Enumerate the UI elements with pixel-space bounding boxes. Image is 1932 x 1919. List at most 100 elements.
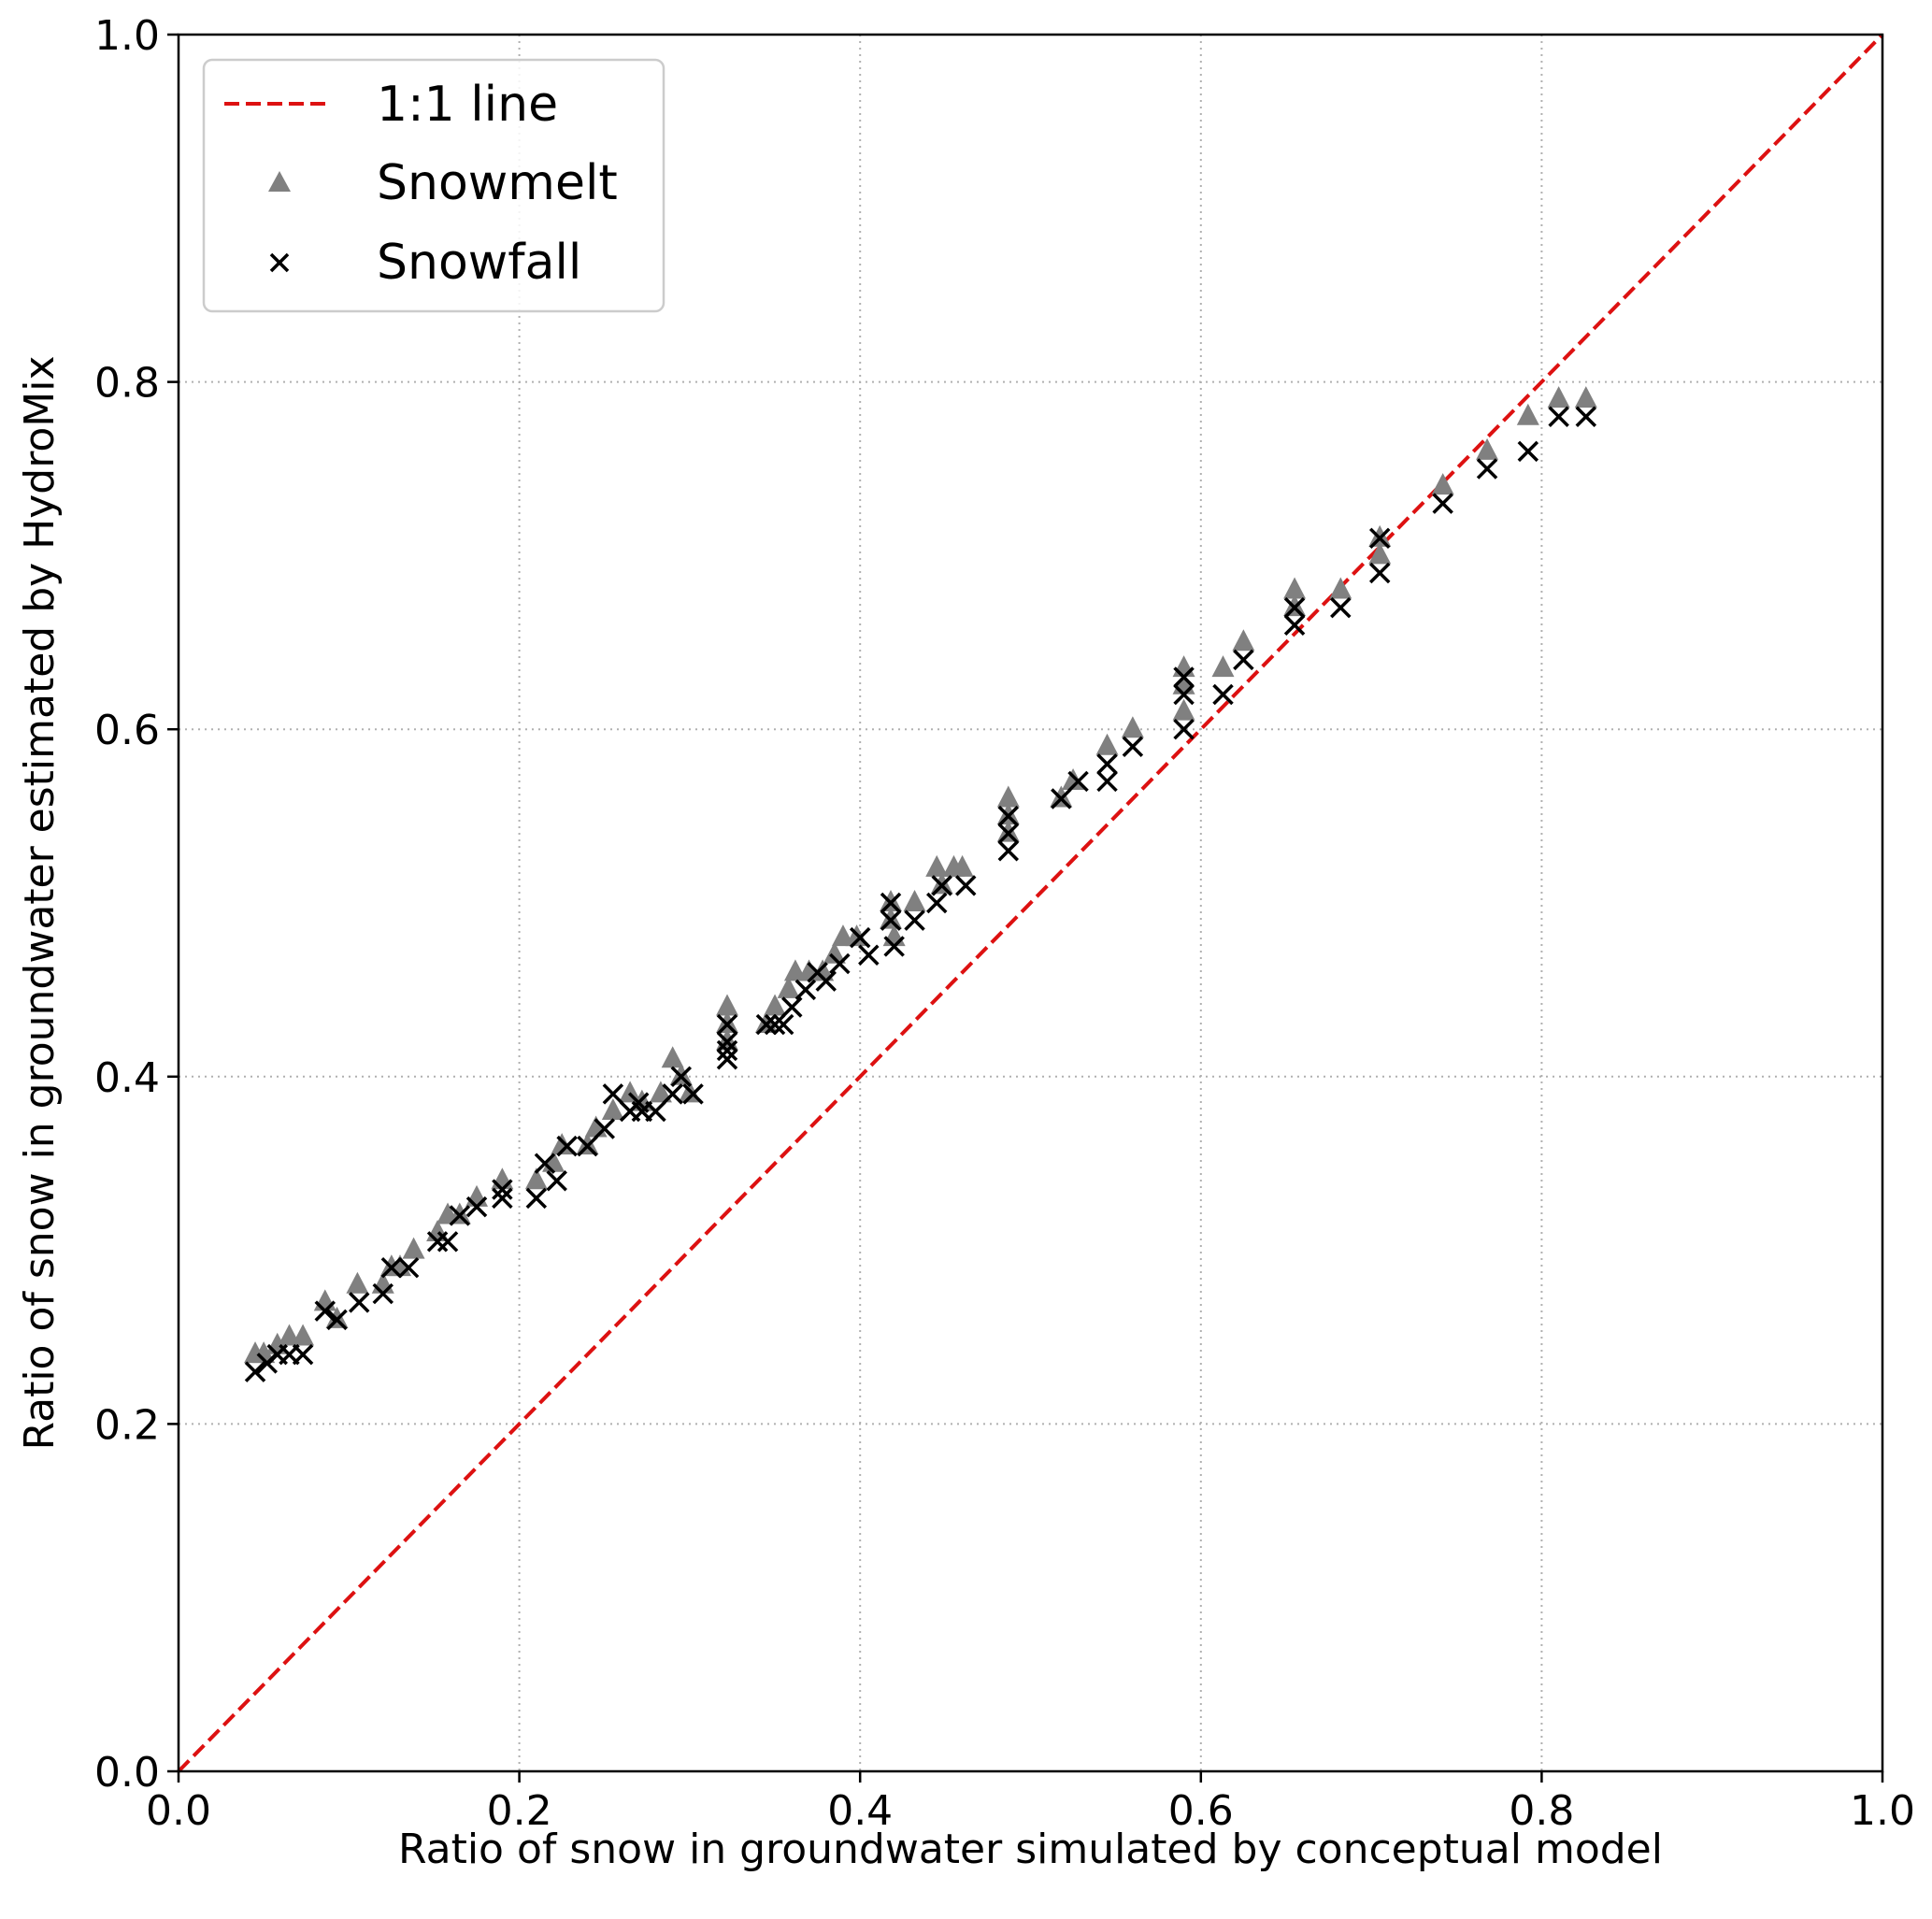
snowfall-point (925, 892, 948, 914)
snowfall-point (1233, 649, 1254, 671)
snowfall-point-stroke (880, 892, 902, 914)
snowmelt-point (1574, 386, 1597, 408)
snowfall-point-stroke (815, 970, 837, 992)
snowfall-point (682, 1083, 704, 1105)
snowfall-point-stroke (465, 1196, 488, 1218)
reference-line-group (177, 33, 1884, 1773)
snowfall-point (1432, 493, 1453, 514)
legend: 1:1 line Snowmelt Snowfall (202, 58, 665, 313)
snowfall-point (465, 1196, 488, 1218)
snowfall-point (397, 1256, 420, 1279)
snowfall-point (449, 1205, 471, 1226)
snowfall-point (997, 823, 1020, 844)
snowmelt-point (930, 872, 953, 895)
snowfall-point (244, 1361, 266, 1382)
snowfall-point (380, 1256, 403, 1279)
snowfall-point-stroke (314, 1300, 336, 1322)
snowmelt-point (1050, 785, 1073, 808)
snowfall-point-stroke (627, 1092, 650, 1113)
snowfall-point (883, 936, 905, 957)
snowfall-point-stroke (716, 1031, 738, 1053)
snowfall-point (525, 1187, 548, 1210)
snowfall-point (858, 944, 880, 966)
snowfall-point (1173, 666, 1195, 688)
snowfall-point (1283, 614, 1306, 636)
snowmelt-point (1283, 594, 1307, 617)
snowmelt-point (777, 976, 800, 998)
snowmelt-point (619, 1081, 642, 1103)
snowmelt-point (1232, 629, 1255, 652)
snowmelt-point (661, 1046, 684, 1068)
snowfall-point (755, 1013, 778, 1036)
snowmelt-point (1095, 733, 1119, 755)
snowfall-point-stroke (829, 952, 851, 975)
snowfall-point-stroke (1173, 683, 1195, 706)
snowfall-point (314, 1300, 336, 1322)
snowfall-point-stroke (931, 875, 952, 896)
snowmelt-point (601, 1097, 624, 1120)
axis-ticks: 0.0 0.2 0.4 0.6 0.8 1.0 0.0 0.2 0.4 0.6 0.8 1.0 (94, 12, 1915, 1835)
snowmelt-point (764, 994, 787, 1016)
snowmelt-point (880, 890, 903, 911)
snowfall-point-stroke (1368, 562, 1391, 584)
snowfall-point-stroke (326, 1309, 348, 1331)
snowmelt-point (1172, 698, 1195, 721)
snowfall-point (546, 1170, 567, 1192)
x-tick-label: 0.8 (1509, 1787, 1574, 1835)
snowfall-point-stroke (1173, 718, 1195, 740)
snowmelt-point (292, 1324, 315, 1346)
snowfall-point (492, 1187, 513, 1210)
snowfall-point (292, 1343, 314, 1366)
snowfall-point-stroke (670, 1066, 693, 1088)
snowfall-point-stroke (577, 1135, 598, 1157)
snowfall-point (1173, 718, 1195, 740)
snowmelt-point (996, 820, 1020, 842)
snowmelt-point (1476, 437, 1499, 460)
snowfall-point (577, 1135, 598, 1157)
legend-label-snowmelt: Snowmelt (377, 155, 618, 211)
snowfall-point-stroke (1067, 770, 1089, 793)
snowfall-point (1368, 527, 1391, 550)
snowfall-point-stroke (534, 1153, 556, 1174)
snowfall-point-stroke (525, 1187, 548, 1210)
snowfall-point-stroke (904, 909, 925, 931)
snowfall-point-stroke (781, 996, 803, 1018)
snowmelt-point (1283, 577, 1307, 599)
snowmelt-point (669, 1063, 693, 1085)
snowfall-point-stroke (1548, 406, 1569, 427)
snowfall-point (556, 1135, 578, 1157)
snowmelt-point (649, 1081, 672, 1103)
snowfall-point-stroke (716, 1048, 738, 1070)
snowfall-point-stroke (556, 1135, 578, 1157)
snowfall-point-stroke (997, 823, 1020, 844)
snowfall-point (772, 1013, 794, 1036)
snowfall-point-stroke (1432, 493, 1453, 514)
snowfall-point-stroke (372, 1282, 394, 1305)
snowfall-point (1067, 770, 1089, 793)
snowfall-point-stroke (1096, 770, 1118, 793)
snowfall-point (349, 1292, 370, 1313)
snowmelt-point (880, 907, 903, 929)
snowfall-point-stroke (380, 1256, 403, 1279)
snowmelt-point (402, 1237, 425, 1259)
snowfall-point-stroke (682, 1083, 704, 1105)
snowmelt-point (996, 785, 1020, 808)
snowmelt-point (716, 994, 739, 1016)
snowfall-point (1283, 596, 1306, 619)
snowfall-point (764, 1013, 786, 1036)
y-tick-label: 0.2 (94, 1401, 160, 1449)
snowfall-point-stroke (716, 1013, 738, 1036)
snowmelt-point (951, 854, 974, 877)
snowfall-point (716, 1039, 738, 1062)
x-tick-label: 0.0 (146, 1787, 211, 1835)
snowfall-point (670, 1066, 693, 1088)
snowfall-point-stroke (755, 1013, 778, 1036)
snowfall-point-stroke (449, 1205, 471, 1226)
snowfall-point-stroke (1476, 458, 1498, 480)
snowfall-point-stroke (1368, 527, 1391, 550)
snowmelt-point (1329, 577, 1352, 599)
snowfall-point-stroke (492, 1187, 513, 1210)
snowfall-point-stroke (1096, 753, 1118, 775)
snowfall-point (880, 892, 902, 914)
legend-box (202, 58, 665, 313)
